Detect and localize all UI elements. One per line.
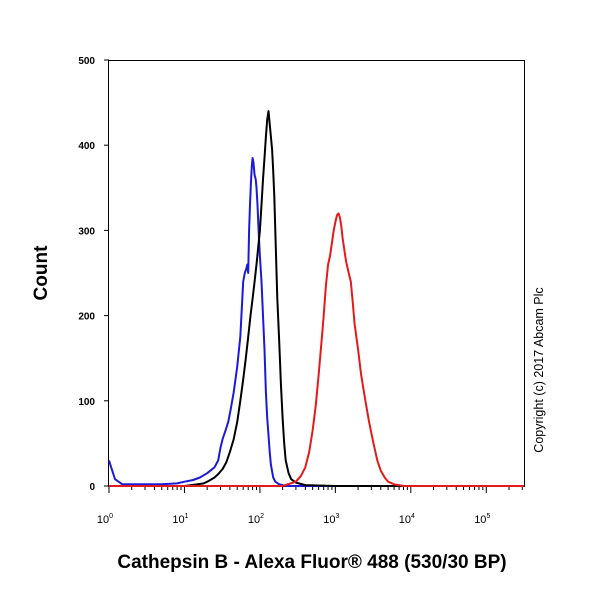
- x-tick-base: 10: [474, 514, 486, 526]
- x-axis-ticks: 100 101 102 103 104 105: [97, 486, 523, 526]
- plot-frame: [108, 60, 525, 487]
- x-axis-label: Cathepsin B - Alexa Fluor® 488 (530/30 B…: [117, 552, 506, 573]
- x-tick-base: 10: [323, 514, 335, 526]
- x-tick-exponent: 3: [336, 513, 340, 520]
- series-layer: [108, 110, 524, 487]
- x-tick-label: 105: [474, 513, 490, 526]
- x-tick-exponent: 1: [185, 513, 189, 520]
- x-tick-exponent: 5: [486, 513, 490, 520]
- y-tick-label: 400: [78, 141, 95, 152]
- y-tick-label: 200: [78, 312, 95, 323]
- x-tick-label: 101: [172, 513, 188, 526]
- x-tick-label: 102: [248, 513, 264, 526]
- y-axis-label: Count: [31, 245, 52, 301]
- x-tick-base: 10: [248, 514, 260, 526]
- x-tick-exponent: 4: [411, 513, 415, 520]
- x-tick-label: 100: [97, 513, 113, 526]
- y-tick-label: 0: [89, 482, 95, 493]
- x-tick-exponent: 2: [260, 513, 264, 520]
- y-tick-label: 300: [78, 226, 95, 237]
- series-line-1: [108, 157, 524, 487]
- x-tick-label: 103: [323, 513, 339, 526]
- x-tick-label: 104: [399, 513, 415, 526]
- x-tick-exponent: 0: [109, 513, 113, 520]
- x-tick-base: 10: [399, 514, 411, 526]
- x-tick-base: 10: [97, 514, 109, 526]
- y-tick-label: 100: [78, 397, 95, 408]
- series-line-3: [109, 212, 524, 487]
- series-line-2: [109, 110, 524, 487]
- copyright-annotation: Copyright (c) 2017 Abcam Plc: [532, 287, 546, 452]
- x-tick-base: 10: [172, 514, 184, 526]
- y-axis-ticks: 0 100 200 300 400 500: [78, 56, 109, 493]
- y-tick-label: 500: [78, 56, 95, 67]
